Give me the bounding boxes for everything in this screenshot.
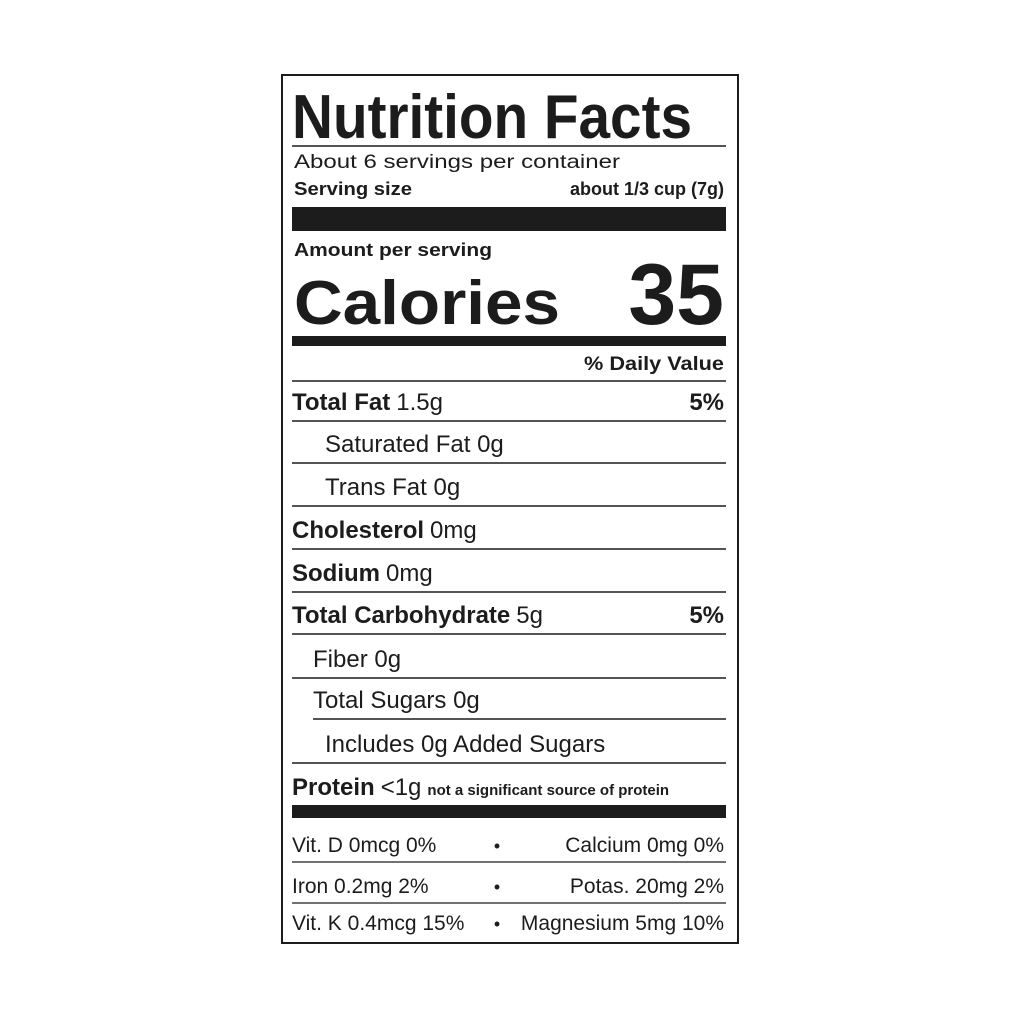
- nutrient-subrow: Saturated Fat 0g: [325, 431, 504, 458]
- protein-name: Protein: [292, 774, 375, 801]
- servings: About 6 servings per container: [294, 152, 621, 173]
- vitamin-separator: •: [494, 836, 500, 856]
- calories-value: 35: [628, 247, 724, 343]
- nutrient-subrow: Fiber 0g: [313, 646, 401, 673]
- vitamin-separator: •: [494, 877, 500, 897]
- vitamin-left: Iron 0.2mg 2%: [292, 875, 429, 898]
- nutrient-subrow: Trans Fat 0g: [325, 474, 460, 501]
- nutrient-amount: 0mg: [430, 517, 477, 544]
- vitamin-right: Potas. 20mg 2%: [570, 875, 724, 898]
- nutrient-row: Total Fat 1.5g: [292, 389, 443, 416]
- amount-per-serving: Amount per serving: [294, 240, 492, 260]
- protein-row: Protein <1g not a significant source of pr…: [292, 774, 669, 801]
- serving-size-value: about 1/3 cup (7g): [570, 179, 724, 199]
- nutrient-subrow: Includes 0g Added Sugars: [325, 731, 605, 758]
- nutrient-subrow: Total Sugars 0g: [313, 687, 480, 714]
- nutrient-dv: 5%: [689, 389, 724, 416]
- nutrient-name: Total Fat: [292, 389, 390, 416]
- vitamin-right: Magnesium 5mg 10%: [521, 912, 724, 935]
- vitamin-left: Vit. D 0mcg 0%: [292, 834, 436, 857]
- serving-size-label: Serving size: [294, 179, 412, 199]
- nutrient-dv: 5%: [689, 602, 724, 629]
- nutrient-name: Cholesterol: [292, 517, 424, 544]
- daily-value-header: % Daily Value: [584, 354, 724, 375]
- thick-bar: [292, 207, 726, 231]
- protein-note: not a significant source of protein: [427, 782, 669, 799]
- title: Nutrition Facts: [292, 83, 692, 152]
- medium-bar: [292, 336, 726, 346]
- nutrient-name: Total Carbohydrate: [292, 602, 510, 629]
- nutrient-amount: 0mg: [386, 560, 433, 587]
- nutrient-amount: 5g: [516, 602, 543, 629]
- vitamin-right: Calcium 0mg 0%: [565, 834, 724, 857]
- vitamin-left: Vit. K 0.4mcg 15%: [292, 912, 464, 935]
- nutrient-row: Sodium 0mg: [292, 560, 433, 587]
- nutrient-row: Total Carbohydrate 5g: [292, 602, 543, 629]
- nutrient-name: Sodium: [292, 560, 380, 587]
- protein-amount: <1g: [381, 774, 422, 801]
- nutrient-row: Cholesterol 0mg: [292, 517, 477, 544]
- calories-label: Calories: [294, 269, 560, 338]
- thick-bar: [292, 805, 726, 818]
- vitamin-separator: •: [494, 914, 500, 934]
- nutrient-amount: 1.5g: [396, 389, 443, 416]
